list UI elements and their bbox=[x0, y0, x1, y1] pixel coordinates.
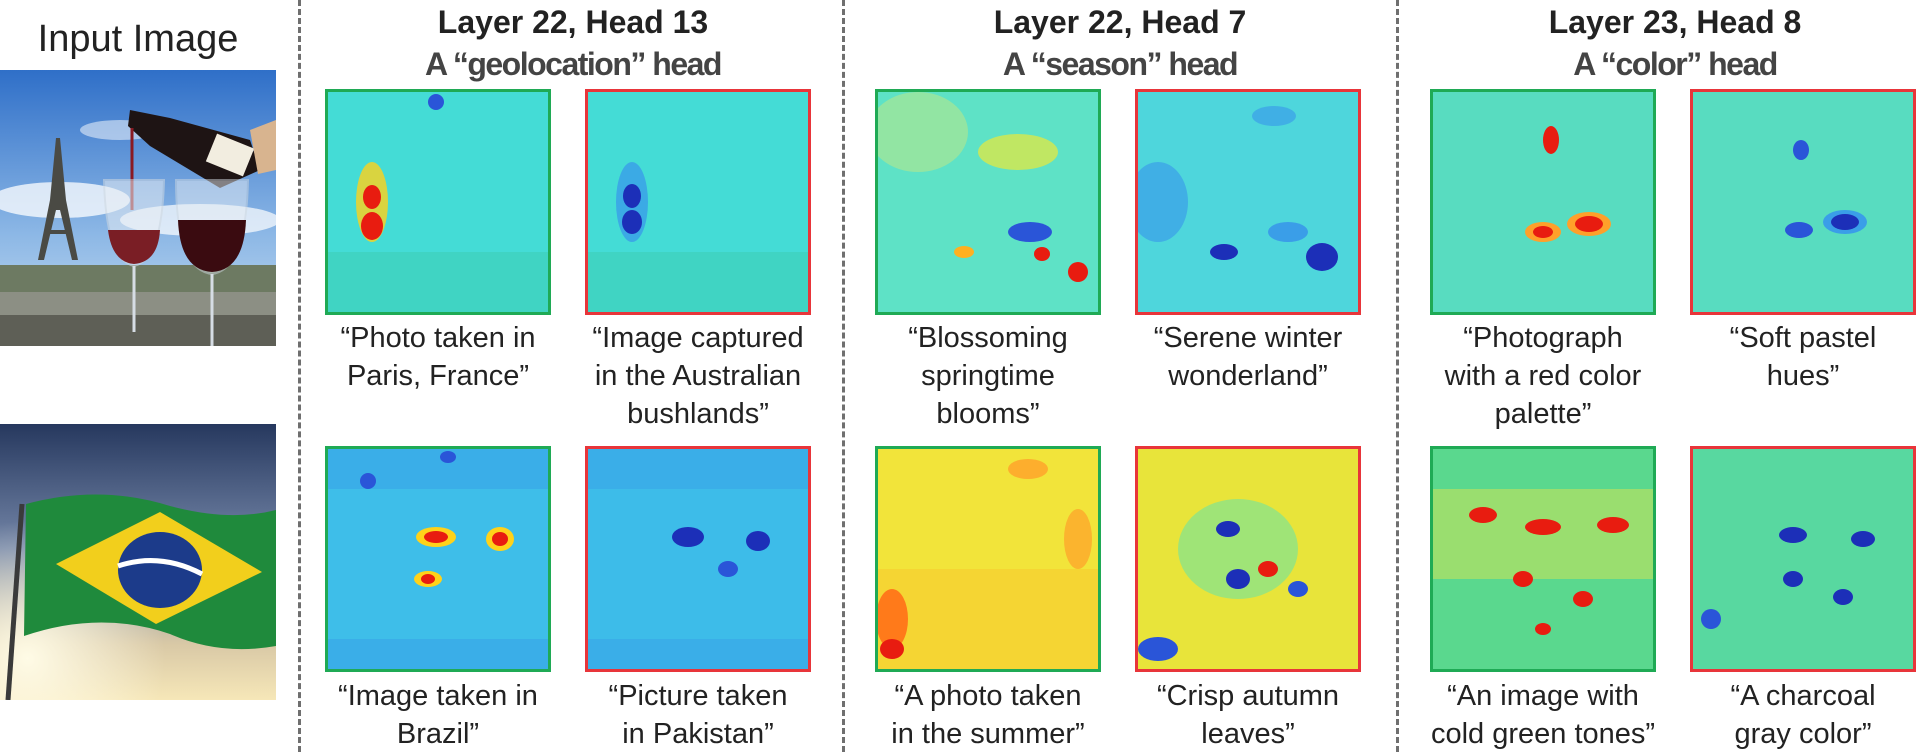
caption-negative: “A charcoal gray color” bbox=[1730, 680, 1876, 750]
caption-positive: “Photo taken in Paris, France” bbox=[340, 322, 536, 392]
heatmap-negative bbox=[585, 446, 811, 672]
column-divider bbox=[842, 0, 845, 752]
caption-positive: “Blossoming springtime blooms” bbox=[908, 322, 1068, 430]
heatmap-positive bbox=[325, 446, 551, 672]
caption-negative: “Crisp autumn leaves” bbox=[1156, 680, 1340, 750]
column-divider bbox=[1396, 0, 1399, 752]
caption-positive: “An image with cold green tones” bbox=[1430, 680, 1656, 750]
heatmap-negative bbox=[1690, 446, 1916, 672]
input-image-brazil-flag bbox=[0, 424, 276, 700]
head-subtitle: A “color” head bbox=[1573, 46, 1778, 82]
heatmap-positive bbox=[325, 89, 551, 315]
heatmap-positive bbox=[875, 446, 1101, 672]
heatmap-positive bbox=[1430, 89, 1656, 315]
caption-positive: “A photo taken in the summer” bbox=[891, 680, 1085, 750]
heatmap-negative bbox=[1690, 89, 1916, 315]
head-subtitle: A “season” head bbox=[1002, 46, 1239, 82]
caption-positive: “Photograph with a red color palette” bbox=[1444, 322, 1642, 430]
caption-negative: “Image captured in the Australian bushla… bbox=[592, 322, 804, 430]
heatmap-negative bbox=[585, 89, 811, 315]
head-subtitle: A “geolocation” head bbox=[425, 46, 722, 82]
heatmap-negative bbox=[1135, 89, 1361, 315]
head-title: Layer 22, Head 13 bbox=[437, 4, 709, 40]
caption-negative: “Picture taken in Pakistan” bbox=[608, 680, 788, 750]
column-divider bbox=[298, 0, 301, 752]
heatmap-negative bbox=[1135, 446, 1361, 672]
heatmap-positive bbox=[875, 89, 1101, 315]
caption-positive: “Image taken in Brazil” bbox=[338, 680, 538, 750]
input-image-title: Input Image bbox=[37, 18, 239, 60]
head-title: Layer 22, Head 7 bbox=[993, 4, 1247, 40]
heatmap-positive bbox=[1430, 446, 1656, 672]
caption-negative: “Soft pastel hues” bbox=[1729, 322, 1877, 392]
input-image-paris bbox=[0, 70, 276, 346]
caption-negative: “Serene winter wonderland” bbox=[1153, 322, 1343, 392]
head-title: Layer 23, Head 8 bbox=[1548, 4, 1802, 40]
